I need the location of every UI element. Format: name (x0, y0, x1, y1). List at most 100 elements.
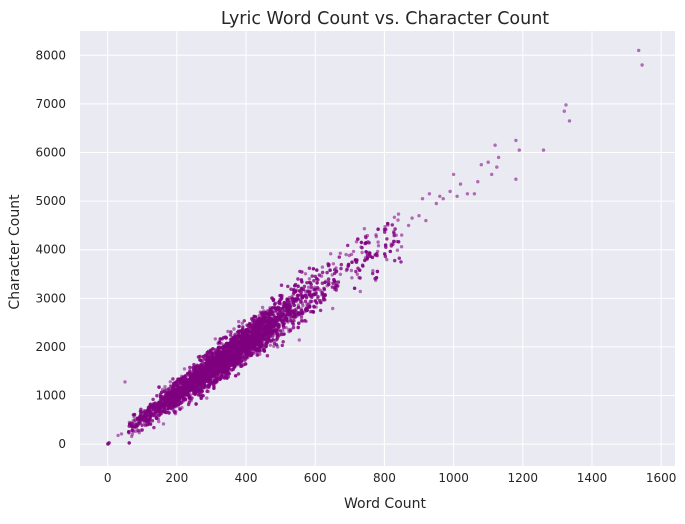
scatter-point (155, 394, 158, 397)
scatter-point (198, 355, 201, 358)
scatter-point (326, 262, 329, 265)
scatter-point (318, 273, 321, 276)
scatter-point (162, 422, 165, 425)
scatter-point (377, 244, 380, 247)
scatter-point (289, 288, 292, 291)
scatter-point (171, 377, 174, 380)
scatter-point (292, 326, 295, 329)
scatter-point (367, 241, 370, 244)
scatter-point (339, 267, 342, 270)
scatter-point (337, 280, 340, 283)
scatter-point (363, 227, 366, 230)
scatter-point (359, 290, 362, 293)
scatter-point (350, 269, 353, 272)
scatter-point (360, 251, 363, 254)
scatter-point (224, 335, 227, 338)
scatter-point (300, 319, 303, 322)
scatter-point (312, 288, 315, 291)
scatter-point (364, 236, 367, 239)
scatter-point (245, 356, 248, 359)
scatter-point (390, 244, 393, 247)
scatter-point (269, 344, 272, 347)
scatter-point (286, 285, 289, 288)
scatter-point (399, 260, 402, 263)
scatter-point (183, 367, 186, 370)
scatter-point (229, 330, 232, 333)
scatter-point (350, 276, 353, 279)
scatter-point (344, 253, 347, 256)
scatter-point (346, 244, 349, 247)
scatter-point (141, 428, 144, 431)
scatter-point (280, 284, 283, 287)
scatter-point (396, 218, 399, 221)
scatter-point (232, 327, 235, 330)
scatter-point (187, 403, 190, 406)
scatter-point (226, 330, 229, 333)
scatter-point (371, 272, 374, 275)
scatter-point (392, 231, 395, 234)
scatter-point (239, 365, 242, 368)
scatter-point (205, 396, 208, 399)
scatter-point (393, 259, 396, 262)
scatter-point (261, 306, 264, 309)
scatter-point (169, 380, 172, 383)
scatter-point (345, 268, 348, 271)
scatter-point (331, 307, 334, 310)
scatter-point (229, 333, 232, 336)
scatter-point (396, 249, 399, 252)
scatter-point (303, 285, 306, 288)
scatter-point (273, 342, 276, 345)
scatter-point (214, 337, 217, 340)
scatter-point (376, 240, 379, 243)
scatter-point (292, 323, 295, 326)
scatter-point (274, 302, 277, 305)
scatter-point (339, 252, 342, 255)
scatter-point (350, 253, 353, 256)
scatter-point (397, 212, 400, 215)
scatter-point (256, 353, 259, 356)
scatter-point (305, 281, 308, 284)
scatter-point (299, 300, 302, 303)
scatter-point (152, 426, 155, 429)
scatter-point (282, 326, 285, 329)
scatter-point (321, 271, 324, 274)
scatter-point (393, 227, 396, 230)
scatter-point (281, 344, 284, 347)
scatter-point (300, 316, 303, 319)
scatter-point (289, 329, 292, 332)
scatter-point (319, 309, 322, 312)
scatter-point (188, 366, 191, 369)
scatter-point (167, 411, 170, 414)
scatter-point (282, 340, 285, 343)
scatter-point (340, 263, 343, 266)
scatter-point (303, 319, 306, 322)
scatter-point (310, 286, 313, 289)
scatter-point (339, 273, 342, 276)
scatter-point (358, 276, 361, 279)
scatter-point (163, 385, 166, 388)
scatter-point (298, 338, 301, 341)
scatter-point (266, 354, 269, 357)
scatter-point (360, 246, 363, 249)
scatter-point (311, 274, 314, 277)
scatter-point (327, 277, 330, 280)
scatter-point (151, 398, 154, 401)
scatter-point (352, 250, 355, 253)
scatter-point (137, 429, 140, 432)
scatter-point (237, 372, 240, 375)
scatter-point (304, 272, 307, 275)
scatter-point (385, 258, 388, 261)
scatter-point (329, 252, 332, 255)
scatter-point (308, 277, 311, 280)
scatter-point (393, 216, 396, 219)
scatter-point (173, 411, 176, 414)
scatter-point (400, 245, 403, 248)
scatter-point (157, 420, 160, 423)
scatter-point (312, 279, 315, 282)
scatter-point (328, 269, 331, 272)
scatter-point (332, 262, 335, 265)
scatter-point (237, 320, 240, 323)
scatter-point (354, 270, 357, 273)
